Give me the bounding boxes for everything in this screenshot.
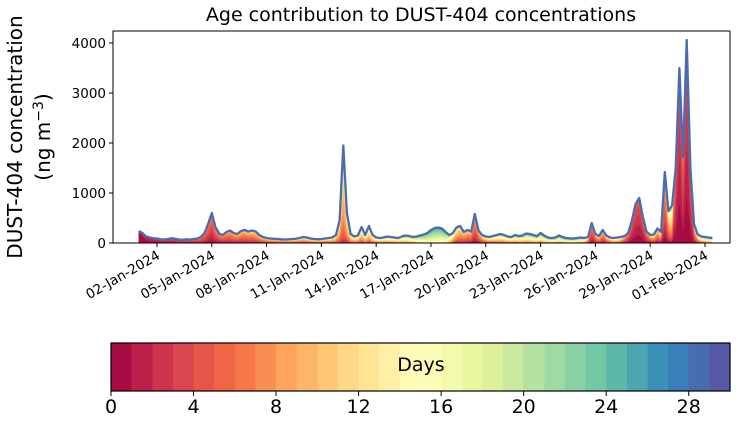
colorbar-segment xyxy=(709,343,731,391)
colorbar xyxy=(110,342,731,392)
age-layer-6-days xyxy=(138,40,713,244)
colorbar-tick-label: 24 xyxy=(594,396,618,418)
y-tick-label: 4000 xyxy=(72,36,106,52)
age-layer-20-days xyxy=(138,40,713,243)
colorbar-segment xyxy=(606,343,628,391)
colorbar-segment xyxy=(668,343,690,391)
age-layer-5-days xyxy=(138,43,713,243)
age-layer-7-days xyxy=(138,40,713,243)
colorbar-segment xyxy=(296,343,318,391)
colorbar-segment xyxy=(379,343,401,391)
colorbar-segment xyxy=(111,343,133,391)
age-layer-4-days xyxy=(138,50,713,243)
colorbar-outline xyxy=(110,342,731,392)
y-axis-units-prefix: (ng m xyxy=(31,122,55,181)
age-layer-21-days xyxy=(138,40,713,243)
y-axis-label-line1: DUST-404 concentration xyxy=(3,15,27,258)
colorbar-segment xyxy=(337,343,360,391)
y-axis-ticks: 0 1000 2000 3000 4000 xyxy=(72,36,113,252)
age-layer-2-days xyxy=(138,98,713,243)
colorbar-tick-label: 12 xyxy=(347,396,371,418)
age-layer-14-days xyxy=(138,40,713,243)
colorbar-segment xyxy=(317,343,339,391)
age-layer-12-days xyxy=(138,40,713,243)
colorbar-segment xyxy=(585,343,607,391)
age-layer-24-days xyxy=(138,40,713,243)
age-layer-18-days xyxy=(138,40,713,243)
colorbar-segment xyxy=(688,343,710,391)
colorbar-segment xyxy=(255,343,277,391)
x-axis-ticks: 02-Jan-202405-Jan-202408-Jan-202411-Jan-… xyxy=(83,243,711,304)
stacked-age-layers xyxy=(138,40,713,244)
age-layer-8-days xyxy=(138,40,713,243)
age-layer-9-days xyxy=(138,40,713,243)
y-tick-label: 1000 xyxy=(72,186,106,202)
age-layer-10-days xyxy=(138,40,713,243)
colorbar-segment xyxy=(214,343,236,391)
age-layer-29-days xyxy=(138,40,713,243)
colorbar-segment xyxy=(172,343,195,391)
total-concentration-line xyxy=(138,38,713,241)
age-layer-13-days xyxy=(138,40,713,243)
colorbar-tick-label: 8 xyxy=(270,396,282,418)
y-axis-units-superscript: −3 xyxy=(31,101,47,122)
y-tick-label: 0 xyxy=(97,236,106,252)
colorbar-tick-label: 4 xyxy=(187,396,199,418)
plot-border xyxy=(112,30,731,244)
age-layer-1-days xyxy=(138,144,713,243)
colorbar-segment xyxy=(152,343,174,391)
colorbar-segment xyxy=(399,343,422,391)
colorbar-segment xyxy=(647,343,669,391)
age-layer-3-days xyxy=(138,67,713,243)
age-layer-26-days xyxy=(138,40,713,243)
colorbar-segment xyxy=(193,343,215,391)
colorbar-segment xyxy=(482,343,504,391)
colorbar-segment xyxy=(626,343,649,391)
age-layer-22-days xyxy=(138,40,713,243)
colorbar-segment xyxy=(523,343,545,391)
colorbar-tick-label: 0 xyxy=(105,396,117,418)
colorbar-segment xyxy=(564,343,587,391)
y-tick-label: 2000 xyxy=(72,136,106,152)
age-layer-11-days xyxy=(138,40,713,243)
age-layer-28-days xyxy=(138,40,713,243)
age-layer-19-days xyxy=(138,40,713,243)
colorbar-label: Days xyxy=(397,354,444,376)
colorbar-tick-label: 28 xyxy=(677,396,701,418)
age-layer-25-days xyxy=(138,40,713,243)
colorbar-tick-label: 20 xyxy=(512,396,536,418)
age-layer-16-days xyxy=(138,40,713,243)
colorbar-segment xyxy=(276,343,298,391)
y-axis-label-units: (ng m−3) xyxy=(31,93,55,180)
chart-title: Age contribution to DUST-404 concentrati… xyxy=(206,4,636,26)
colorbar-segment xyxy=(461,343,483,391)
colorbar-segment xyxy=(544,343,566,391)
colorbar-segment xyxy=(420,343,442,391)
age-layer-15-days xyxy=(138,40,713,243)
colorbar-tick-label: 16 xyxy=(429,396,453,418)
y-axis-units-suffix: ) xyxy=(31,93,55,101)
age-layer-27-days xyxy=(138,40,713,243)
colorbar-segment xyxy=(234,343,257,391)
age-layer-23-days xyxy=(138,40,713,243)
colorbar-segment xyxy=(131,343,153,391)
colorbar-ticks: 0 4 8 12 16 20 24 28 xyxy=(105,391,701,418)
colorbar-segment xyxy=(503,343,525,391)
age-layer-17-days xyxy=(138,40,713,243)
colorbar-segment xyxy=(441,343,463,391)
y-tick-label: 3000 xyxy=(72,86,106,102)
colorbar-segment xyxy=(358,343,380,391)
